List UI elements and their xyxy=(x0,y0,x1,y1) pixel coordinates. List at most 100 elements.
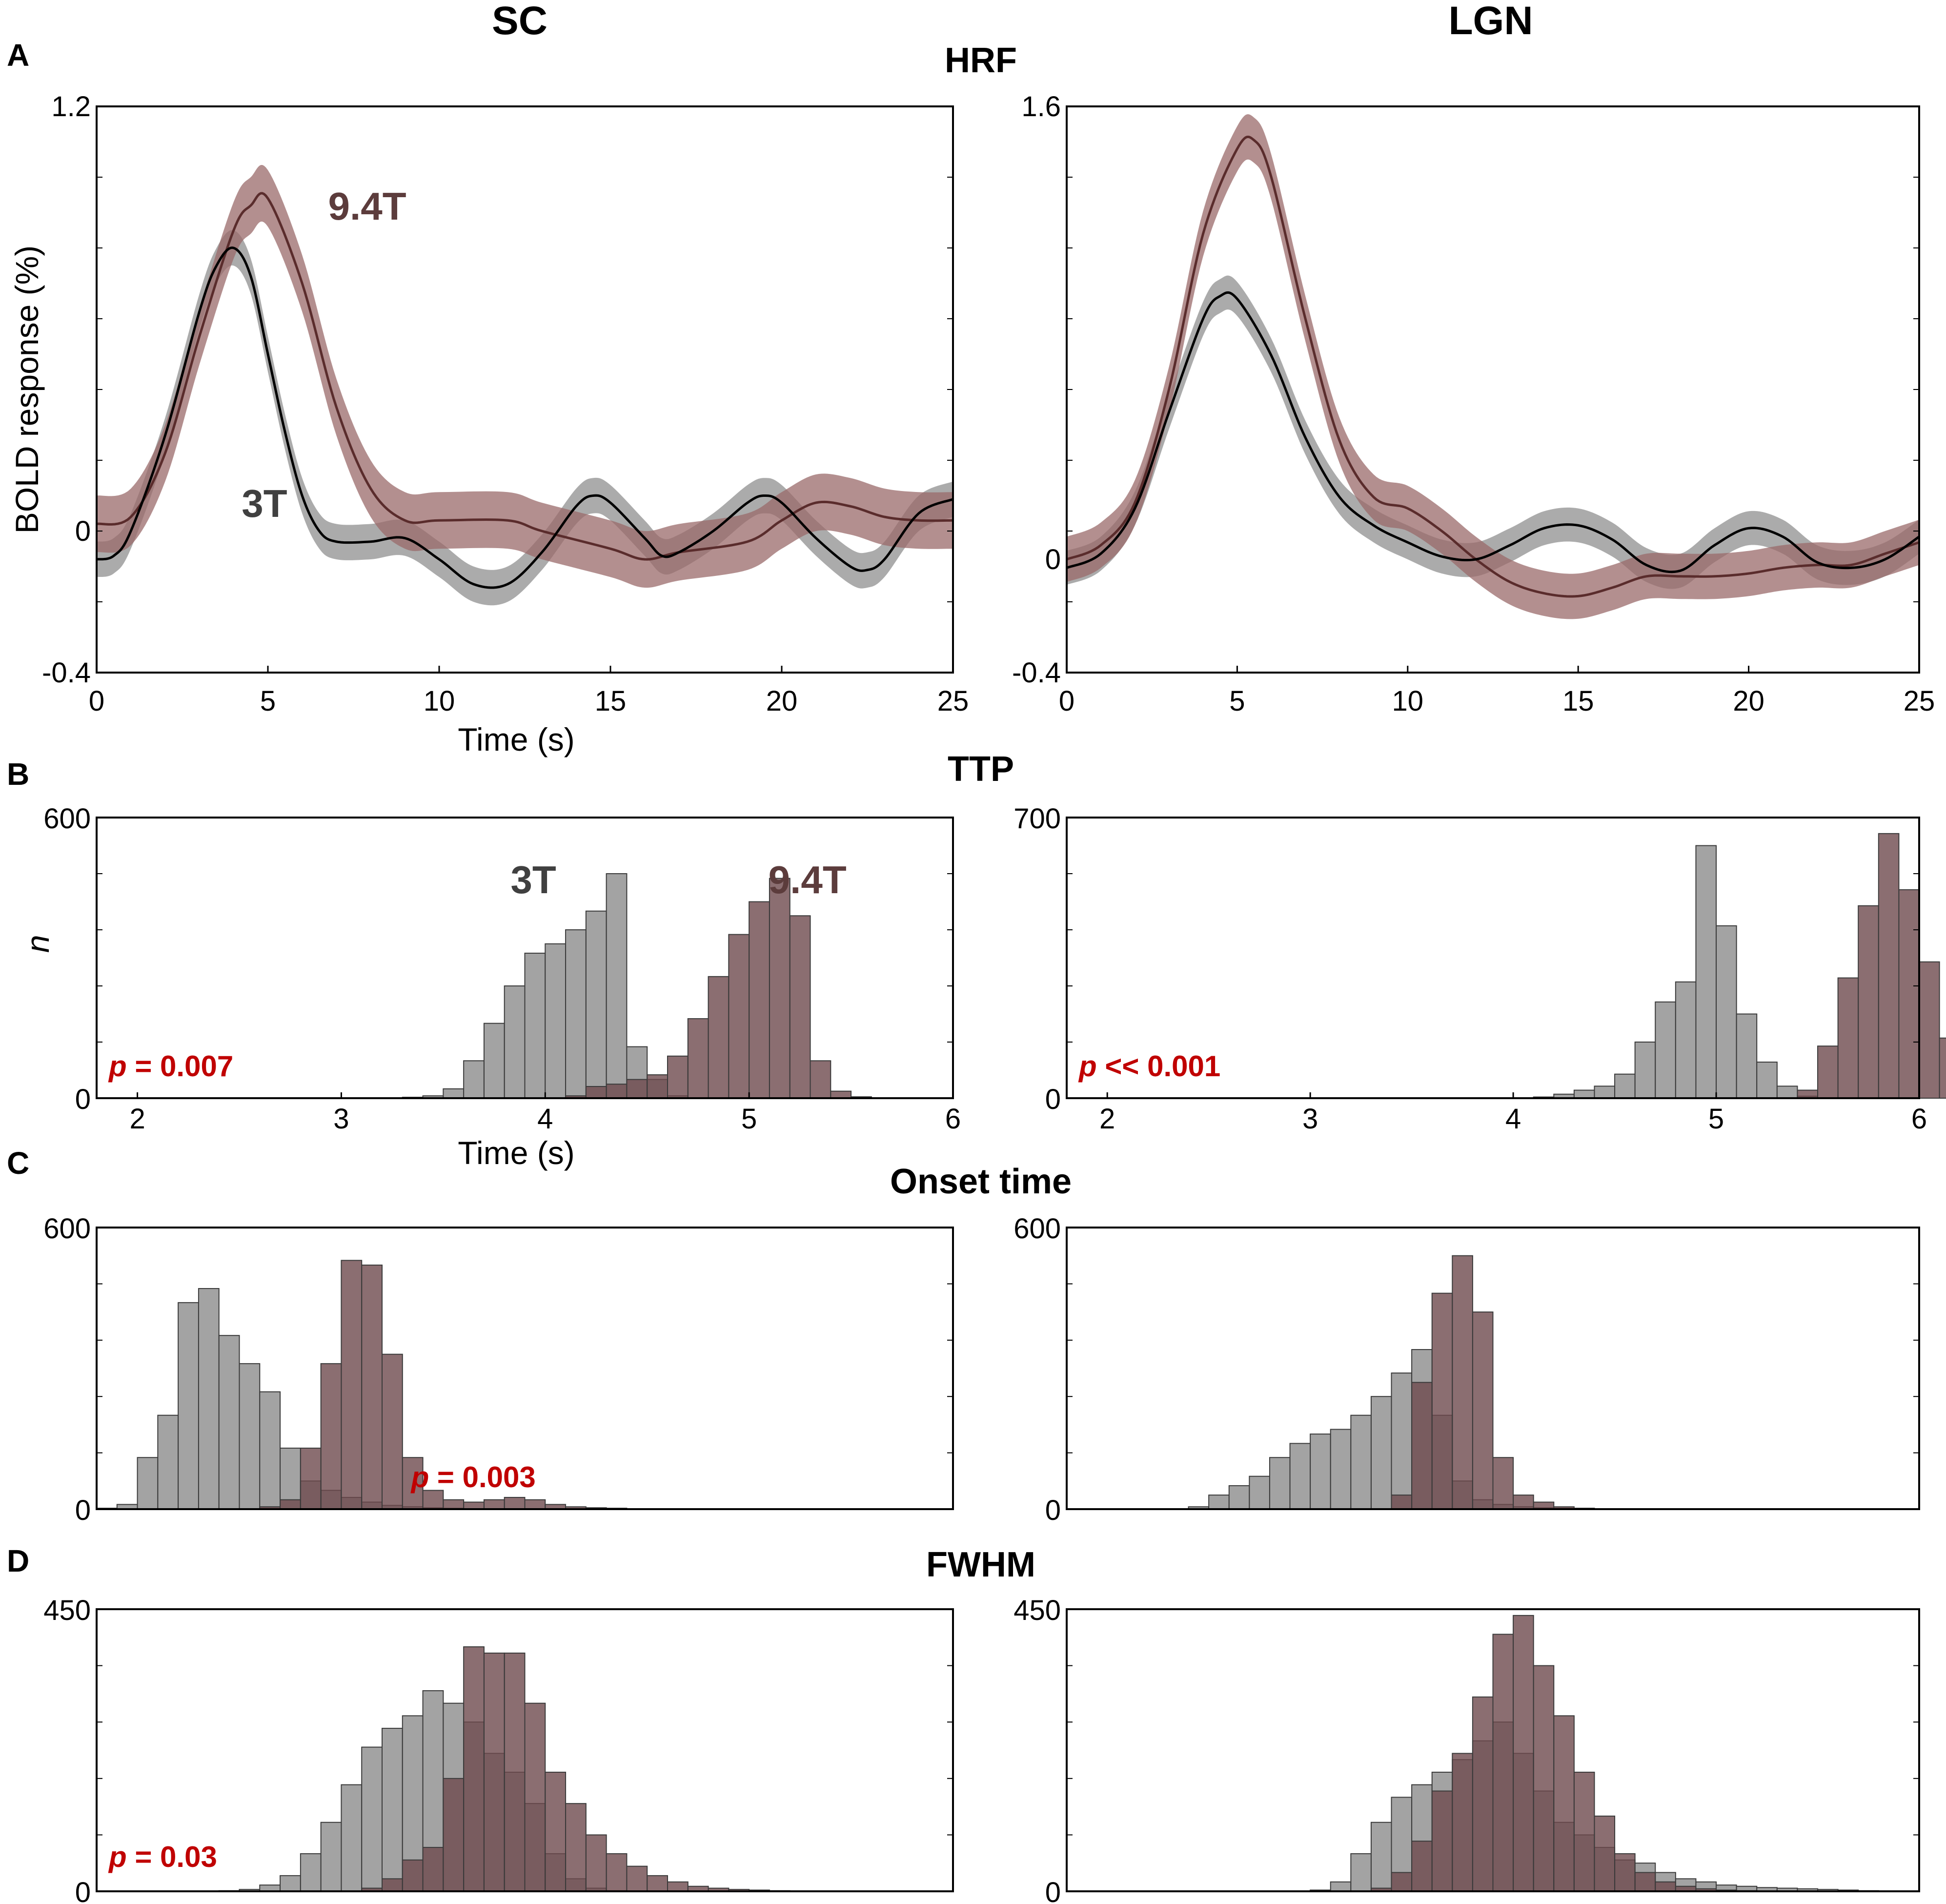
bar-94T-d-lgn xyxy=(1391,1872,1413,1892)
y-axis-label: n xyxy=(20,935,56,953)
bar-94T-d-lgn xyxy=(1655,1881,1676,1892)
p-value-b-lgn: p << 0.001 xyxy=(1078,1050,1220,1083)
bar-94T-d-lgn xyxy=(1573,1771,1595,1892)
bar-3T-b-lgn xyxy=(1776,1085,1798,1099)
bar-94T-d-lgn xyxy=(1533,1665,1555,1892)
bar-3T-c-sc xyxy=(198,1288,220,1510)
bar-94T-d-lgn xyxy=(1452,1753,1473,1892)
panel-letter-b: B xyxy=(7,757,29,792)
y-tick-label: 0 xyxy=(1045,1877,1061,1904)
bar-3T-b-lgn xyxy=(1573,1089,1595,1099)
y-tick-label: -0.4 xyxy=(42,657,91,689)
y-tick-label: 0 xyxy=(1045,1084,1061,1115)
bar-94T-b-sc xyxy=(647,1074,668,1099)
bar-94T-c-sc xyxy=(300,1447,322,1510)
bar-94T-b-lgn xyxy=(1817,1045,1839,1099)
bar-3T-c-lgn xyxy=(1330,1429,1352,1510)
bar-3T-c-lgn xyxy=(1289,1443,1311,1510)
section-title-ttp: TTP xyxy=(948,750,1014,789)
bar-94T-d-lgn xyxy=(1411,1841,1433,1892)
bar-3T-c-lgn xyxy=(1370,1396,1392,1510)
bar-3T-c-lgn xyxy=(1391,1372,1413,1510)
bar-3T-c-sc xyxy=(157,1414,179,1510)
band-94T-a-lgn xyxy=(1067,114,1919,619)
bar-94T-d-lgn xyxy=(1614,1853,1636,1892)
bar-94T-d-sc xyxy=(463,1646,485,1892)
x-tick-label: 2 xyxy=(1099,1103,1115,1135)
bar-3T-d-sc xyxy=(341,1784,363,1892)
bar-94T-b-sc xyxy=(667,1055,689,1099)
bar-3T-b-sc xyxy=(443,1088,465,1099)
bar-3T-d-sc xyxy=(320,1822,342,1892)
x-tick-label: 10 xyxy=(424,685,455,717)
y-tick-label: 0 xyxy=(75,515,91,547)
p-value-text: = 0.03 xyxy=(127,1841,217,1873)
y-tick-label: -0.4 xyxy=(1012,657,1061,689)
fwhm-histogram-lgn: 450 0 xyxy=(1014,1595,1920,1904)
bar-94T-c-lgn xyxy=(1533,1501,1555,1510)
hist-d-lgn-frame xyxy=(1066,1608,1920,1892)
p-value-symbol: p xyxy=(108,1841,127,1873)
bar-94T-c-sc xyxy=(504,1496,526,1510)
x-tick-label: 25 xyxy=(1904,685,1935,717)
bar-94T-c-lgn xyxy=(1472,1311,1494,1510)
bar-94T-d-sc xyxy=(504,1652,526,1892)
bar-3T-c-sc xyxy=(137,1457,159,1510)
bar-94T-c-sc xyxy=(361,1264,383,1510)
bar-94T-b-sc xyxy=(769,878,791,1099)
bar-3T-b-sc xyxy=(545,943,567,1099)
y-tick-label: 600 xyxy=(43,803,91,835)
bar-94T-b-sc xyxy=(708,976,730,1099)
column-header-sc: SC xyxy=(492,0,547,43)
band-3T-a-sc xyxy=(97,230,953,606)
panel-letter-d: D xyxy=(7,1543,29,1578)
bar-3T-d-lgn xyxy=(1370,1822,1392,1892)
line-3T-a-lgn xyxy=(1066,291,1920,573)
bar-94T-d-sc xyxy=(565,1803,587,1892)
bar-94T-d-lgn xyxy=(1553,1715,1575,1892)
p-value-text: << 0.001 xyxy=(1097,1050,1221,1083)
y-tick-label: 450 xyxy=(43,1595,91,1626)
bar-3T-b-sc xyxy=(524,952,546,1099)
x-axis-label: Time (s) xyxy=(458,1135,575,1171)
bar-94T-c-lgn xyxy=(1411,1382,1433,1510)
panel-letter-a: A xyxy=(7,38,29,73)
bar-94T-d-lgn xyxy=(1492,1634,1514,1892)
x-tick-label: 3 xyxy=(333,1103,349,1135)
bar-3T-b-sc xyxy=(585,910,607,1099)
x-tick-label: 5 xyxy=(741,1103,757,1135)
bar-3T-b-lgn xyxy=(1614,1073,1636,1099)
y-tick-label: 450 xyxy=(1014,1595,1061,1626)
line-94T-a-sc xyxy=(96,192,953,561)
bar-3T-d-lgn xyxy=(1350,1853,1372,1892)
hist-c-sc-frame xyxy=(96,1227,954,1510)
bar-94T-d-sc xyxy=(667,1881,689,1892)
bar-94T-d-lgn xyxy=(1472,1696,1494,1892)
x-tick-label: 4 xyxy=(537,1103,553,1135)
bar-3T-c-lgn xyxy=(1249,1475,1270,1510)
bar-94T-d-sc xyxy=(402,1859,424,1892)
x-tick-label: 15 xyxy=(1562,685,1594,717)
bar-94T-b-sc xyxy=(728,934,750,1099)
bar-94T-b-sc xyxy=(626,1079,648,1099)
bar-94T-b-sc xyxy=(830,1090,852,1099)
bar-94T-b-sc xyxy=(585,1086,607,1099)
bar-94T-c-lgn xyxy=(1391,1495,1413,1510)
bar-94T-c-lgn xyxy=(1492,1457,1514,1510)
bar-3T-b-lgn xyxy=(1716,925,1737,1099)
x-tick-label: 15 xyxy=(595,685,627,717)
section-title-hrf: HRF xyxy=(945,41,1017,80)
bar-94T-b-sc xyxy=(810,1060,831,1099)
onset-histogram-lgn: 600 0 xyxy=(1014,1213,1920,1526)
bar-3T-c-lgn xyxy=(1208,1495,1230,1510)
y-tick-label: 0 xyxy=(1045,1495,1061,1526)
p-value-b-sc: p = 0.007 xyxy=(108,1050,233,1083)
x-tick-label: 20 xyxy=(766,685,798,717)
bar-94T-b-lgn xyxy=(1837,977,1859,1099)
bar-3T-b-lgn xyxy=(1695,845,1717,1099)
x-axis-label: Time (s) xyxy=(458,721,575,758)
bar-94T-b-lgn xyxy=(1919,961,1940,1099)
bar-3T-c-lgn xyxy=(1269,1457,1291,1510)
bar-94T-c-sc xyxy=(524,1499,546,1510)
